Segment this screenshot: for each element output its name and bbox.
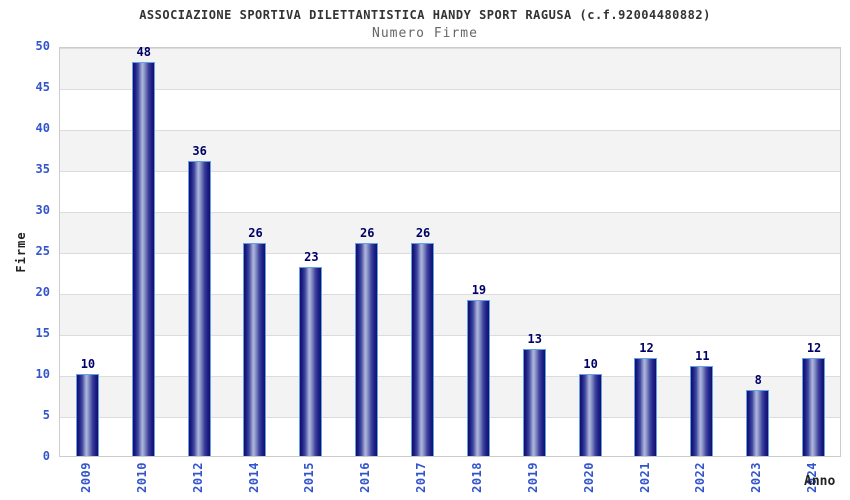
y-tick-label: 40	[35, 121, 50, 135]
bar-value-label: 26	[359, 226, 375, 240]
y-tick-label: 20	[35, 285, 50, 299]
bar	[466, 300, 490, 456]
bar-slot: 19	[451, 48, 507, 456]
y-tick-label: 25	[35, 244, 50, 258]
bar-value-label: 10	[80, 357, 96, 371]
bar-slot: 11	[674, 48, 730, 456]
plot-area: 10 48 36 26 23 26 26 19 13 10 12 11 8 12	[59, 45, 842, 457]
bar-value-label: 48	[136, 45, 151, 59]
bar-slot: 10	[563, 48, 619, 456]
y-tick-label: 45	[35, 80, 50, 94]
bar-value-label: 36	[192, 144, 207, 158]
bar-slot: 8	[730, 48, 786, 456]
bar-slot: 26	[339, 48, 395, 456]
y-tick-label: 15	[35, 326, 50, 340]
chart-title: ASSOCIAZIONE SPORTIVA DILETTANTISTICA HA…	[139, 8, 711, 22]
bar	[299, 267, 323, 456]
bar-value-label: 11	[695, 349, 710, 363]
bar-slot: 26	[395, 48, 451, 456]
x-tick-label: 2020	[582, 462, 596, 493]
bar-slot: 26	[228, 48, 284, 456]
x-tick-label: 2018	[470, 462, 484, 493]
bar-value-label: 23	[304, 250, 319, 264]
bar-slot: 13	[507, 48, 563, 456]
y-tick-label: 35	[35, 162, 50, 176]
bar-value-label: 10	[583, 357, 598, 371]
y-tick-label: 10	[35, 367, 50, 381]
bar	[75, 374, 99, 456]
bar-value-label: 13	[527, 332, 542, 346]
bar-value-label: 26	[248, 226, 263, 240]
bar-value-label: 12	[639, 341, 654, 355]
x-axis-title: Anno	[804, 474, 836, 489]
x-tick-label: 2016	[358, 462, 372, 493]
x-tick-label: 2015	[302, 462, 316, 493]
bar	[634, 358, 658, 456]
x-tick-label: 2021	[638, 462, 652, 493]
x-tick-label: 2019	[526, 462, 540, 493]
bar-slot: 10	[60, 48, 116, 456]
x-tick-label: 2010	[135, 462, 149, 493]
x-tick-label: 2012	[191, 462, 205, 493]
y-tick-label: 50	[35, 39, 50, 53]
x-tick-label: 2014	[247, 462, 261, 493]
bar	[690, 366, 714, 456]
bar-value-label: 8	[754, 373, 762, 387]
y-tick-label: 0	[42, 449, 50, 463]
bar	[131, 62, 155, 456]
bar-slot: 23	[283, 48, 339, 456]
y-tick-label: 5	[42, 408, 50, 422]
bar-slot: 36	[172, 48, 228, 456]
bar-value-label: 12	[806, 341, 822, 355]
bar	[355, 243, 379, 456]
x-tick-label: 2017	[414, 462, 428, 493]
y-tick-label: 30	[35, 203, 50, 217]
bar	[578, 374, 602, 456]
bar	[243, 243, 267, 456]
bar	[522, 349, 546, 456]
chart-subtitle: Numero Firme	[372, 26, 478, 41]
bar-slot: 12	[786, 48, 842, 456]
bar	[746, 390, 770, 456]
x-tick-label: 2009	[79, 462, 93, 493]
bar-value-label: 26	[415, 226, 431, 240]
bar	[411, 243, 435, 456]
bar-slot: 12	[619, 48, 675, 456]
bar-value-label: 19	[471, 283, 487, 297]
bar	[802, 358, 826, 456]
bar-slot: 48	[116, 45, 172, 456]
x-tick-label: 2022	[693, 462, 707, 493]
bar	[187, 161, 211, 456]
x-tick-label: 2023	[749, 462, 763, 493]
